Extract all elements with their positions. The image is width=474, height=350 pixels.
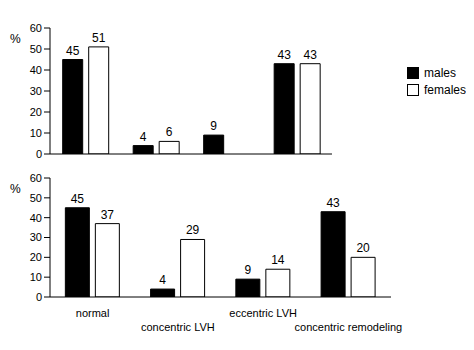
svg-text:20: 20 bbox=[30, 106, 42, 118]
svg-text:20: 20 bbox=[356, 241, 370, 255]
svg-text:10: 10 bbox=[30, 127, 42, 139]
svg-text:9: 9 bbox=[245, 263, 252, 277]
svg-text:normal: normal bbox=[76, 307, 110, 319]
svg-text:concentric LVH: concentric LVH bbox=[141, 321, 215, 333]
svg-text:0: 0 bbox=[36, 291, 42, 303]
svg-text:43: 43 bbox=[326, 196, 340, 210]
svg-text:37: 37 bbox=[101, 208, 115, 222]
svg-text:60: 60 bbox=[30, 22, 42, 34]
svg-text:45: 45 bbox=[71, 192, 85, 206]
svg-text:43: 43 bbox=[303, 48, 317, 62]
svg-text:concentric remodeling: concentric remodeling bbox=[295, 321, 403, 333]
svg-text:30: 30 bbox=[30, 85, 42, 97]
svg-text:6: 6 bbox=[166, 125, 173, 139]
svg-text:%: % bbox=[10, 182, 21, 196]
svg-text:9: 9 bbox=[210, 119, 217, 133]
svg-text:50: 50 bbox=[30, 43, 42, 55]
svg-text:10: 10 bbox=[30, 271, 42, 283]
html-text:females: females bbox=[424, 83, 466, 97]
svg-text:14: 14 bbox=[271, 253, 285, 267]
svg-text:0: 0 bbox=[36, 148, 42, 158]
svg-text:50: 50 bbox=[30, 192, 42, 204]
svg-text:30: 30 bbox=[30, 231, 42, 243]
svg-text:20: 20 bbox=[30, 251, 42, 263]
svg-text:4: 4 bbox=[159, 273, 166, 287]
svg-text:%: % bbox=[10, 32, 21, 46]
svg-text:43: 43 bbox=[277, 48, 291, 62]
svg-text:eccentric LVH: eccentric LVH bbox=[229, 307, 297, 319]
svg-text:29: 29 bbox=[186, 223, 200, 237]
svg-text:40: 40 bbox=[30, 64, 42, 76]
svg-text:51: 51 bbox=[92, 31, 106, 45]
svg-text:60: 60 bbox=[30, 172, 42, 184]
svg-text:45: 45 bbox=[66, 44, 80, 58]
svg-text:4: 4 bbox=[140, 130, 147, 144]
svg-text:40: 40 bbox=[30, 212, 42, 224]
html-text:males: males bbox=[424, 66, 456, 80]
